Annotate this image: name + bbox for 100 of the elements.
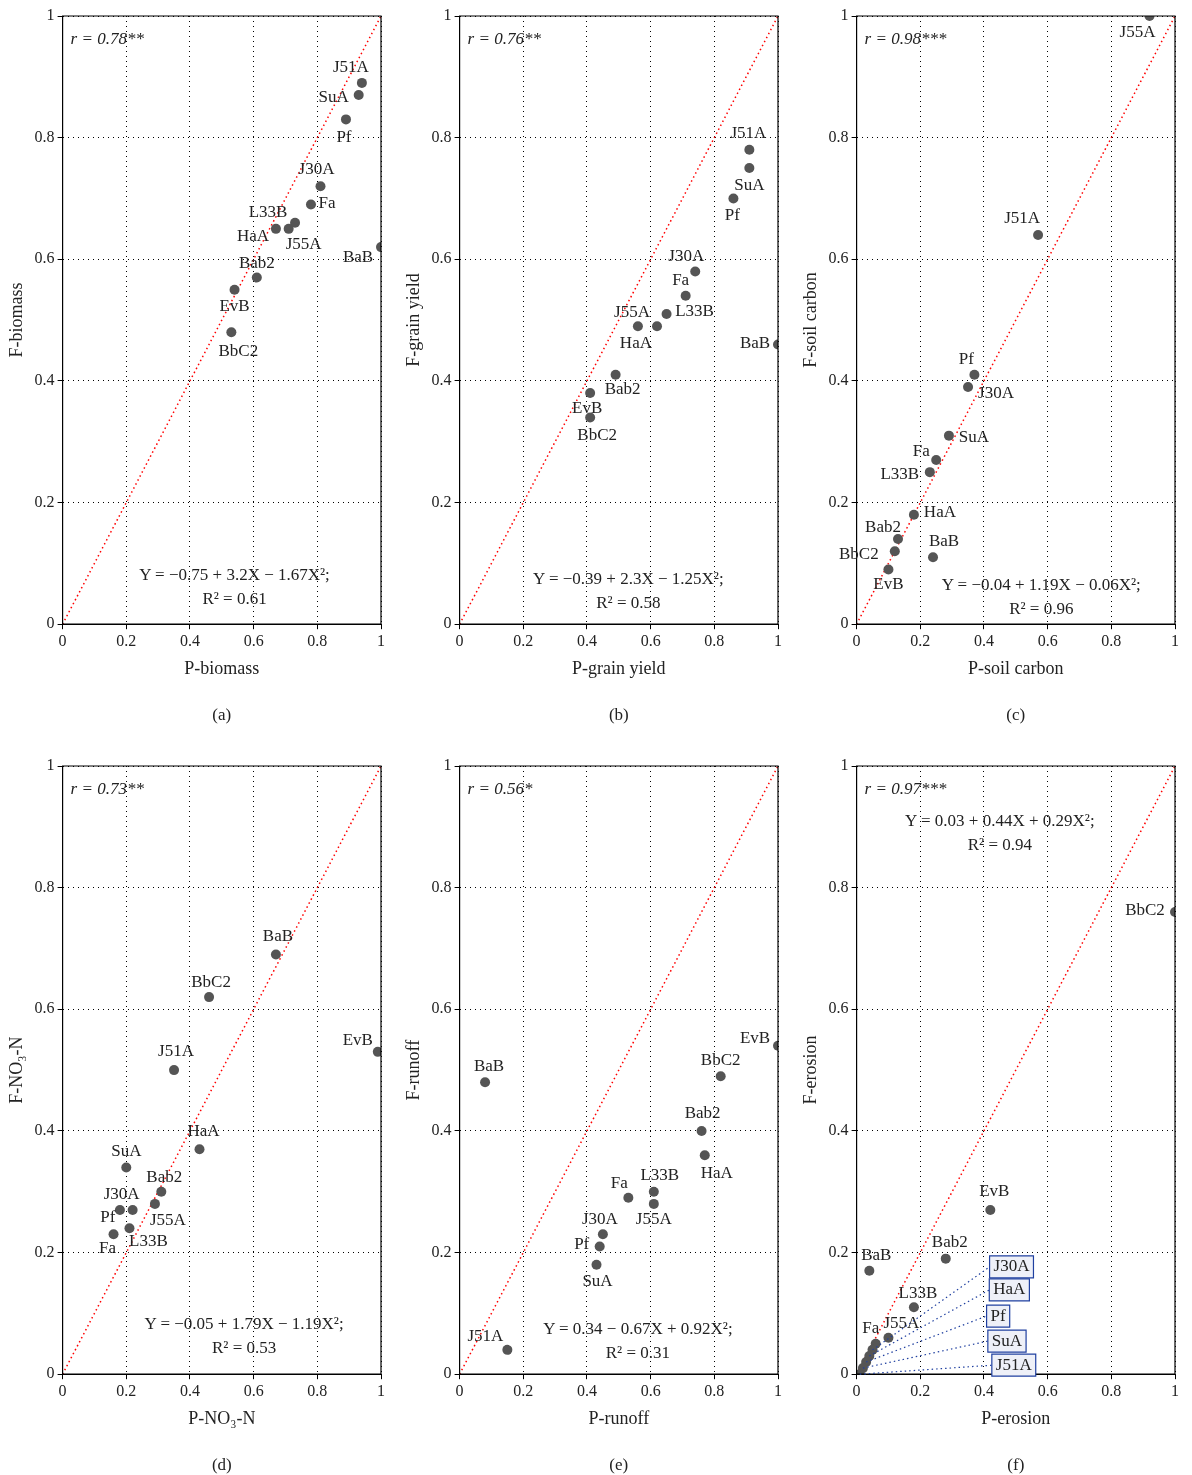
annotation: BbC2: [577, 424, 617, 444]
y-axis-title: F-biomass: [5, 282, 26, 358]
y-tick-label: 0.8: [431, 877, 452, 895]
point: [502, 1344, 513, 1355]
annotation: Y = 0.03 + 0.44X + 0.29X²;: [905, 811, 1095, 831]
point: [591, 1259, 602, 1270]
y-tick-label: 0.6: [34, 249, 55, 267]
x-tick-label: 0.8: [1101, 632, 1122, 649]
x-axis-title: P-grain yield: [572, 657, 666, 678]
annotation: R² = 0.31: [605, 1343, 671, 1363]
annotation: Bab2: [931, 1232, 968, 1252]
x-tick-label: 0.2: [513, 632, 534, 649]
point: [270, 223, 281, 234]
annotation: BbC2: [218, 340, 259, 360]
annotation: BbC2: [1125, 900, 1165, 920]
point: [270, 949, 281, 960]
text: (f): [1007, 1455, 1025, 1475]
annotation: J55A: [285, 234, 323, 254]
point: [969, 369, 980, 380]
x-axis-title: P-runoff: [588, 1407, 650, 1428]
x-axis-title: P-NO₃-N: [188, 1407, 256, 1428]
annotation: EvB: [739, 1028, 771, 1048]
point: [204, 992, 215, 1003]
point: [648, 1198, 659, 1209]
x-tick-label: 0.2: [116, 1382, 137, 1399]
y-tick-label: 0.4: [431, 1121, 452, 1139]
y-tick-label: 0.2: [828, 492, 849, 510]
annotation: Bab2: [604, 379, 641, 399]
x-tick-label: 1: [1171, 1382, 1179, 1399]
point: [680, 290, 691, 301]
annotation: EvB: [873, 573, 904, 593]
y-tick-label: 0: [46, 1364, 55, 1382]
x-tick-label: 0.6: [243, 1382, 264, 1399]
y-tick-label: 0.8: [34, 877, 55, 895]
x-tick-label: 0.8: [704, 1382, 725, 1399]
annotation: J51A: [467, 1326, 505, 1346]
annotation: J30A: [993, 1256, 1031, 1276]
y-tick-label: 0.4: [828, 1121, 849, 1139]
annotation: BbC2: [700, 1049, 741, 1069]
annotation: r = 0.97***: [864, 779, 947, 799]
annotation: SuA: [111, 1140, 143, 1160]
annotation: J55A: [1119, 22, 1157, 42]
annotation: Y = −0.05 + 1.79X − 1.19X²;: [144, 1313, 344, 1333]
point: [340, 114, 351, 125]
point: [108, 1229, 119, 1240]
annotation: L33B: [640, 1165, 680, 1185]
annotation: Y = 0.34 − 0.67X + 0.92X²;: [543, 1319, 733, 1339]
point: [744, 144, 755, 155]
annotation: HaA: [993, 1279, 1027, 1299]
annotation: R² = 0.94: [967, 835, 1033, 855]
annotation: Bab2: [238, 252, 275, 272]
y-tick-label: 0.4: [431, 371, 452, 389]
x-tick-label: 0: [852, 1382, 861, 1399]
point: [315, 181, 326, 192]
point: [928, 552, 939, 563]
point: [889, 546, 900, 557]
annotation: L33B: [675, 301, 714, 321]
x-tick-label: 1: [377, 1382, 385, 1399]
x-tick-label: 1: [377, 632, 385, 649]
annotation: Pf: [990, 1305, 1007, 1325]
x-tick-label: 0.8: [1101, 1382, 1122, 1399]
y-tick-label: 0.6: [431, 249, 452, 267]
annotation: J30A: [668, 245, 705, 265]
point: [963, 382, 974, 392]
annotation: r = 0.76**: [467, 29, 542, 49]
point: [149, 1198, 160, 1209]
annotation: Fa: [672, 270, 690, 290]
annotation: HaA: [619, 332, 653, 352]
annotation: SuA: [734, 174, 766, 194]
annotation: EvB: [979, 1181, 1010, 1201]
y-tick-label: 0.4: [828, 371, 849, 389]
point: [940, 1253, 951, 1264]
y-tick-label: 0.4: [34, 1121, 55, 1139]
annotation: Y = −0.39 + 2.3X − 1.25X²;: [533, 569, 724, 589]
point: [480, 1077, 491, 1088]
annotation: R² = 0.58: [596, 593, 661, 613]
x-tick-label: 0.6: [640, 1382, 661, 1399]
annotation: Bab2: [146, 1167, 183, 1187]
annotation: SuA: [582, 1271, 614, 1291]
point: [585, 388, 596, 399]
annotation: J55A: [614, 301, 651, 321]
y-tick-label: 0: [840, 614, 849, 632]
point: [585, 412, 596, 423]
y-tick-label: 0.2: [34, 1242, 55, 1260]
x-tick-label: 0.4: [179, 1382, 200, 1399]
annotation: L33B: [129, 1230, 168, 1250]
point: [372, 1046, 381, 1057]
point: [661, 309, 672, 320]
y-tick-label: 0: [443, 1364, 452, 1382]
annotation: L33B: [248, 202, 288, 222]
point: [744, 163, 755, 174]
x-tick-label: 1: [1171, 632, 1179, 649]
annotation: Pf: [100, 1207, 116, 1227]
annotation: J51A: [332, 57, 370, 77]
annotation: EvB: [219, 296, 250, 316]
point: [931, 454, 942, 465]
x-tick-label: 0.4: [576, 632, 597, 649]
point: [124, 1223, 135, 1234]
annotation: BaB: [262, 926, 294, 946]
point: [892, 534, 903, 545]
